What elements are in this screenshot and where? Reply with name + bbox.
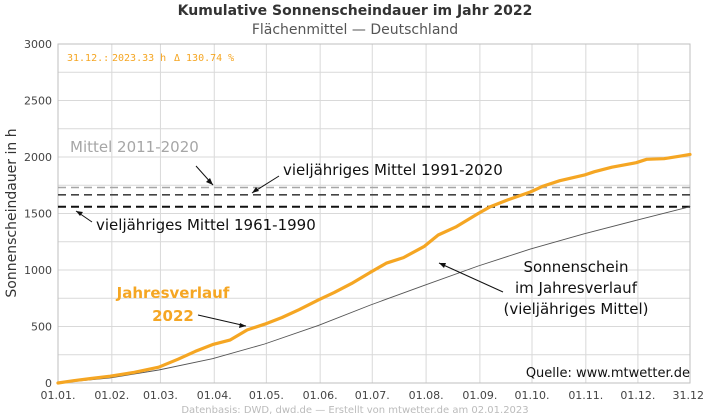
x-tick-label: 01.09.: [462, 389, 497, 402]
x-tick-label: 01.11.: [568, 389, 603, 402]
x-tick-label: 01.10.: [515, 389, 550, 402]
annotation-clim-line2: im Jahresverlauf: [515, 279, 638, 297]
x-tick-label: 01.06.: [303, 389, 338, 402]
annotation-2022-line2: 2022: [152, 307, 194, 325]
y-axis-label: Sonnenscheindauer in h: [4, 128, 20, 297]
status-hours: 2023.33 h: [112, 53, 166, 64]
arrowhead-clim: [439, 263, 446, 268]
x-tick-label: 31.12.: [673, 389, 704, 402]
plot-frame: [57, 43, 691, 384]
annotation-mean-1961-1990: vieljähriges Mittel 1961-1990: [96, 216, 316, 234]
y-tick-label: 1000: [24, 264, 52, 277]
footer-credit: Datenbasis: DWD, dwd.de — Erstellt von m…: [181, 405, 528, 416]
y-tick-label: 2000: [24, 151, 52, 164]
arrowhead-mean-1991-2020: [252, 187, 259, 193]
reference-lines-layer: [58, 186, 690, 208]
status-ratio: Δ 130.74 %: [174, 53, 234, 64]
annotation-clim-line1: Sonnenschein: [524, 258, 629, 276]
x-tick-label: 01.02.: [94, 389, 129, 402]
y-tick-label: 2500: [24, 95, 52, 108]
x-tick-label: 01.04.: [197, 389, 232, 402]
series-layer: [56, 152, 692, 385]
status-date: 31.12.:: [67, 53, 109, 64]
x-tick-label: 01.07.: [355, 389, 390, 402]
arrowhead-2022: [239, 323, 246, 328]
y-tick-label: 0: [45, 377, 52, 390]
x-tick-label: 01.08.: [409, 389, 444, 402]
y-tick-label: 3000: [24, 38, 52, 51]
source-label: Quelle: www.mtwetter.de: [526, 366, 690, 381]
series-2022-line: [56, 152, 692, 385]
arrow-clim: [438, 262, 504, 293]
ticks-layer: 0 500 1000 1500 2000 2500 3000 01.01. 01.02. 01.0…: [24, 38, 704, 402]
x-tick-label: 01.12.: [620, 389, 655, 402]
x-tick-label: 01.05.: [249, 389, 284, 402]
x-tick-label: 01.01.: [41, 389, 76, 402]
annotation-2022-line1: Jahresverlauf: [116, 284, 230, 302]
arrowhead-mean-1961-1990: [76, 211, 83, 216]
arrow-2022: [197, 314, 247, 327]
x-tick-label: 01.03.: [143, 389, 178, 402]
chart-title: Kumulative Sonnenscheindauer im Jahr 202…: [178, 3, 533, 19]
y-tick-label: 500: [31, 321, 52, 334]
arrowhead-mean-2011-2020: [206, 178, 213, 185]
y-tick-label: 1500: [24, 208, 52, 221]
annotation-clim-line3: (vieljähriges Mittel): [504, 300, 649, 318]
chart-subtitle: Flächenmittel — Deutschland: [252, 22, 458, 38]
series-climatology-line: [57, 206, 691, 384]
annotation-mean-1991-2020: vieljähriges Mittel 1991-2020: [283, 161, 503, 179]
annotation-mean-2011-2020: Mittel 2011-2020: [70, 138, 199, 156]
